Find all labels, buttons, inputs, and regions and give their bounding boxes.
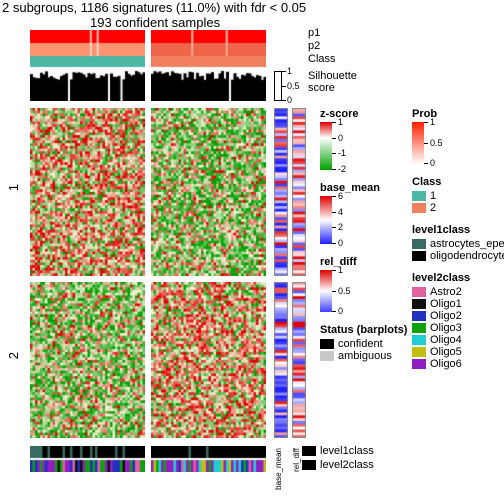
page-subtitle: 193 confident samples xyxy=(90,15,220,30)
bottom-annotation-right xyxy=(151,446,266,472)
bottom-anno-label: level2class xyxy=(320,459,374,471)
row-group-2: 2 xyxy=(6,352,21,359)
heatmap-right-bottom xyxy=(151,282,266,438)
side-label-basemean: base_mean xyxy=(274,448,283,490)
heatmap-left-top xyxy=(30,108,145,276)
top-anno-label: Class xyxy=(308,53,336,65)
top-anno-label: p2 xyxy=(308,40,320,52)
side-reldiff-top xyxy=(292,108,306,276)
top-annotation-right xyxy=(151,30,266,101)
side-reldiff-bottom xyxy=(292,282,306,438)
top-anno-label: p1 xyxy=(308,27,320,39)
heatmap-right-top xyxy=(151,108,266,276)
row-group-1: 1 xyxy=(6,184,21,191)
page-title: 2 subgroups, 1186 signatures (11.0%) wit… xyxy=(2,0,306,15)
top-anno-label: Silhouette score xyxy=(308,70,357,94)
bottom-annotation-left xyxy=(30,446,145,472)
side-basemean-top xyxy=(274,108,288,276)
side-basemean-bottom xyxy=(274,282,288,438)
heatmap-left-bottom xyxy=(30,282,145,438)
top-annotation-left xyxy=(30,30,145,101)
side-label-reldiff: rel_diff xyxy=(292,448,301,472)
bottom-anno-label: level1class xyxy=(320,445,374,457)
